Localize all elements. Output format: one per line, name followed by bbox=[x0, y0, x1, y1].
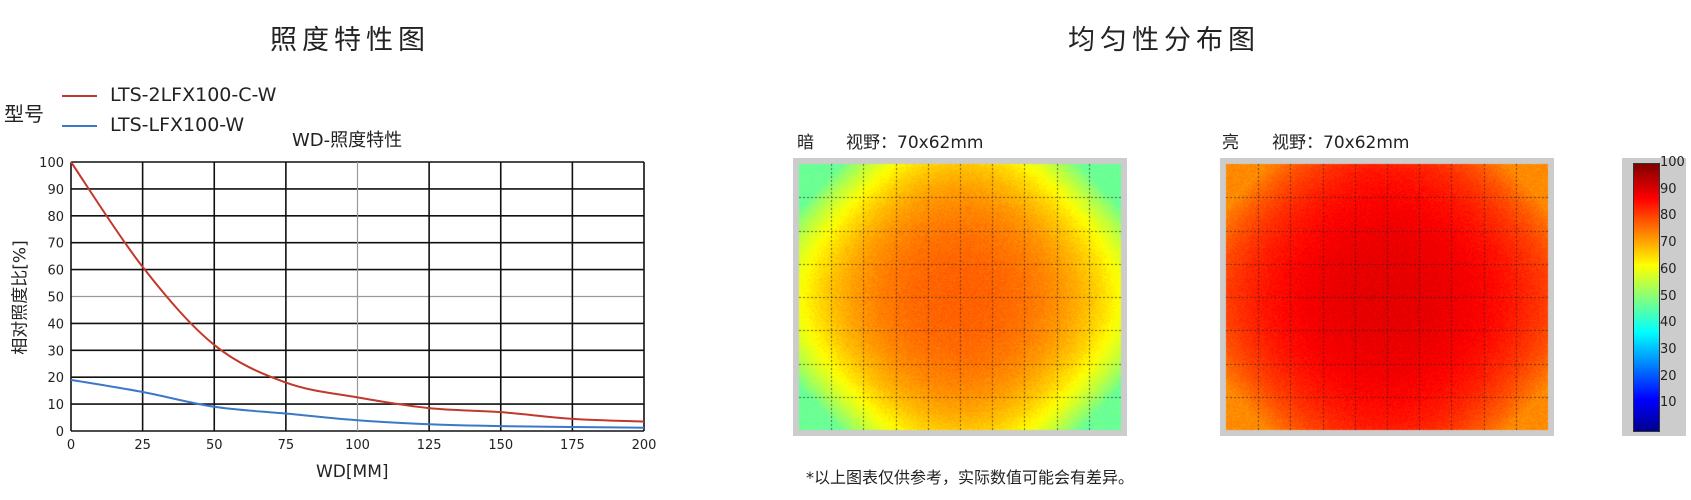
y-tick-label: 90 bbox=[47, 183, 64, 198]
y-tick-label: 100 bbox=[39, 156, 64, 171]
colorbar-tick-label: 30 bbox=[1660, 342, 1677, 357]
bright-uniformity-heatmap bbox=[1220, 158, 1554, 436]
colorbar-tick-label: 60 bbox=[1660, 262, 1677, 277]
line-chart: 0 10 20 30 40 50 60 70 80 90 100 0 25 50 75 100 125 150 17… bbox=[0, 0, 700, 470]
colorbar-tick-label: 70 bbox=[1660, 235, 1677, 250]
y-tick-label: 0 bbox=[56, 425, 64, 440]
x-tick-label: 175 bbox=[560, 438, 585, 453]
y-tick-label: 50 bbox=[47, 291, 64, 306]
colorbar-tick-label: 20 bbox=[1660, 369, 1677, 384]
colorbar bbox=[1633, 163, 1660, 432]
colorbar-tick-label: 90 bbox=[1660, 182, 1677, 197]
colorbar-tick-label: 10 bbox=[1660, 395, 1677, 410]
dark-label: 暗 bbox=[797, 128, 814, 153]
bright-fov-label: 视野：70x62mm bbox=[1272, 128, 1409, 153]
y-tick-label: 30 bbox=[47, 344, 64, 359]
y-tick-label: 20 bbox=[47, 371, 64, 386]
colorbar-tick-label: 80 bbox=[1660, 208, 1677, 223]
x-tick-label: 100 bbox=[345, 438, 370, 453]
x-tick-label: 150 bbox=[488, 438, 513, 453]
dark-uniformity-heatmap bbox=[793, 158, 1127, 436]
colorbar-tick-label: 50 bbox=[1660, 289, 1677, 304]
y-tick-label: 10 bbox=[47, 398, 64, 413]
bright-label: 亮 bbox=[1222, 128, 1239, 153]
x-tick-label: 75 bbox=[278, 438, 295, 453]
x-tick-label: 25 bbox=[134, 438, 151, 453]
x-tick-label: 50 bbox=[206, 438, 223, 453]
y-tick-label: 80 bbox=[47, 210, 64, 225]
y-tick-label: 70 bbox=[47, 237, 64, 252]
x-tick-label: 125 bbox=[417, 438, 442, 453]
y-tick-label: 60 bbox=[47, 264, 64, 279]
colorbar-panel: 100 90 80 70 60 50 40 30 20 10 bbox=[1622, 158, 1686, 436]
dark-fov-label: 视野：70x62mm bbox=[846, 128, 983, 153]
colorbar-tick-label: 100 bbox=[1660, 155, 1685, 170]
y-tick-label: 40 bbox=[47, 317, 64, 332]
right-title: 均匀性分布图 bbox=[1068, 18, 1260, 57]
colorbar-tick-label: 40 bbox=[1660, 315, 1677, 330]
x-tick-label: 0 bbox=[67, 438, 75, 453]
x-tick-label: 200 bbox=[632, 438, 657, 453]
footnote: *以上图表仅供参考，实际数值可能会有差异。 bbox=[806, 464, 1134, 488]
